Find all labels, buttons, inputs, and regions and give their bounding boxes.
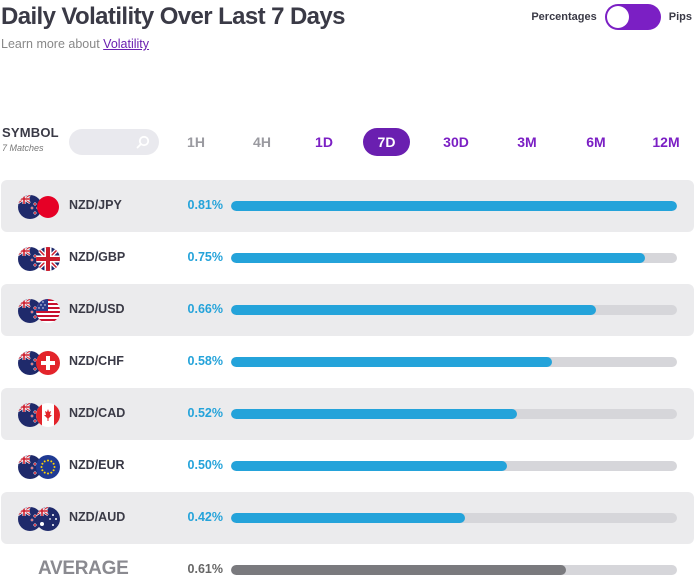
average-label: AVERAGE — [38, 558, 129, 579]
average-bar-track — [231, 565, 677, 575]
pair-label[interactable]: NZD/CAD — [69, 406, 126, 420]
gb-flag-icon — [36, 247, 60, 271]
table-row[interactable]: NZD/JPY 0.81% — [1, 180, 694, 232]
volatility-bar-track — [231, 305, 677, 315]
currency-flags — [18, 507, 62, 531]
ca-flag-icon — [36, 403, 60, 427]
average-bar-fill — [231, 565, 566, 575]
pair-label[interactable]: NZD/EUR — [69, 458, 125, 472]
average-value: 0.61% — [187, 562, 223, 576]
volatility-bar-fill — [231, 409, 517, 419]
pair-label[interactable]: NZD/JPY — [69, 198, 122, 212]
volatility-bar-fill — [231, 305, 596, 315]
currency-flags — [18, 247, 62, 271]
table-row[interactable]: NZD/GBP 0.75% — [1, 232, 694, 284]
symbol-label: SYMBOL — [2, 125, 59, 140]
unit-toggle[interactable] — [604, 4, 661, 30]
volatility-value: 0.75% — [187, 250, 223, 264]
page-title: Daily Volatility Over Last 7 Days — [1, 3, 346, 30]
search-icon[interactable] — [136, 135, 150, 149]
volatility-bar-track — [231, 253, 677, 263]
tab-1d[interactable]: 1D — [315, 134, 333, 150]
tab-12m[interactable]: 12M — [652, 134, 680, 150]
tab-7d[interactable]: 7D — [363, 128, 410, 156]
volatility-bar-track — [231, 409, 677, 419]
volatility-value: 0.81% — [187, 198, 223, 212]
volatility-value: 0.66% — [187, 302, 223, 316]
volatility-value: 0.42% — [187, 510, 223, 524]
pair-label[interactable]: NZD/AUD — [69, 510, 126, 524]
volatility-bar-track — [231, 357, 677, 367]
pips-label[interactable]: Pips — [668, 11, 692, 23]
volatility-value: 0.58% — [187, 354, 223, 368]
volatility-value: 0.52% — [187, 406, 223, 420]
volatility-bar-track — [231, 201, 677, 211]
matches-count: 7 Matches — [2, 143, 44, 153]
ch-flag-icon — [36, 351, 60, 375]
currency-flags — [18, 195, 62, 219]
volatility-bar-fill — [231, 461, 508, 471]
volatility-bar-track — [231, 513, 677, 523]
currency-flags — [18, 455, 62, 479]
table-row[interactable]: NZD/USD 0.66% — [1, 284, 694, 336]
table-row[interactable]: NZD/CHF 0.58% — [1, 336, 694, 388]
volatility-bar-fill — [231, 513, 466, 523]
unit-toggle-group: Percentages Pips — [531, 4, 692, 30]
timeframe-tabs: 1H 4H 1D 7D 30D 3M 6M 12M — [163, 128, 696, 156]
table-row[interactable]: NZD/CAD 0.52% — [1, 388, 694, 440]
jp-flag-icon — [36, 195, 60, 219]
subtitle-text: Learn more about — [1, 37, 100, 51]
currency-flags — [18, 351, 62, 375]
volatility-value: 0.50% — [187, 458, 223, 472]
pair-label[interactable]: NZD/CHF — [69, 354, 124, 368]
symbol-search — [69, 129, 159, 155]
volatility-link[interactable]: Volatility — [103, 37, 150, 51]
tab-1h: 1H — [187, 134, 205, 150]
pair-label[interactable]: NZD/GBP — [69, 250, 126, 264]
currency-flags — [18, 299, 62, 323]
au-flag-icon — [36, 507, 60, 531]
volatility-bar-fill — [231, 357, 552, 367]
percentages-label[interactable]: Percentages — [531, 11, 597, 23]
tab-30d[interactable]: 30D — [443, 134, 469, 150]
volatility-bar-track — [231, 461, 677, 471]
tab-4h: 4H — [253, 134, 271, 150]
table-row[interactable]: NZD/AUD 0.42% — [1, 492, 694, 544]
us-flag-icon — [36, 299, 60, 323]
table-row[interactable]: NZD/EUR 0.50% — [1, 440, 694, 492]
volatility-bar-fill — [231, 201, 677, 211]
eu-flag-icon — [36, 455, 60, 479]
pair-label[interactable]: NZD/USD — [69, 302, 125, 316]
currency-flags — [18, 403, 62, 427]
search-input[interactable] — [69, 129, 149, 155]
tab-6m[interactable]: 6M — [586, 134, 606, 150]
tab-3m[interactable]: 3M — [517, 134, 537, 150]
volatility-bar-fill — [231, 253, 645, 263]
toggle-knob — [606, 6, 629, 28]
page-subtitle: Learn more about Volatility — [1, 37, 149, 51]
average-row: AVERAGE 0.61% — [1, 556, 694, 584]
